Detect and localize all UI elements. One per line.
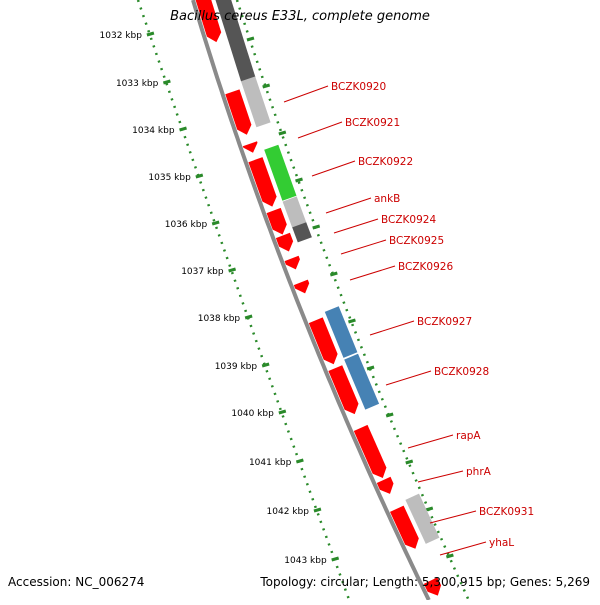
ruler-tick — [228, 267, 237, 273]
gene-label-leader — [385, 370, 432, 386]
ruler-label: 1032 kbp — [100, 31, 143, 41]
ruler-tick — [261, 362, 270, 368]
outer-ruler-tick — [262, 83, 271, 89]
gene-label: BCZK0931 — [479, 506, 534, 518]
outer-ruler-tick — [425, 506, 434, 512]
ruler-tick — [331, 556, 340, 562]
cds-feature — [275, 232, 294, 252]
gene-feature — [324, 306, 358, 358]
gene-feature — [405, 493, 440, 544]
ruler-tick — [146, 31, 155, 37]
ruler-tick — [162, 79, 171, 85]
cds-feature — [248, 157, 277, 207]
cds-feature — [293, 279, 310, 294]
ruler-label: 1036 kbp — [165, 220, 208, 230]
outer-ruler-tick — [366, 365, 375, 371]
gene-label-leader — [349, 265, 396, 281]
backbone-line — [191, 0, 431, 601]
cds-feature — [242, 141, 258, 153]
cds-feature — [266, 207, 287, 235]
ruler-scale-line — [136, 0, 351, 601]
gene-feature — [344, 353, 380, 410]
cds-feature — [390, 505, 419, 549]
outer-ruler-tick — [295, 177, 303, 183]
ruler-label: 1035 kbp — [148, 173, 191, 183]
outer-ruler-tick — [445, 553, 454, 559]
gene-label: BCZK0928 — [434, 366, 489, 378]
outer-ruler-tick — [385, 412, 394, 418]
ruler-tick — [179, 126, 187, 132]
ruler-label: 1039 kbp — [215, 362, 258, 372]
ruler-tick — [195, 173, 204, 179]
gene-label-leader — [439, 541, 487, 556]
gene-label: ankB — [374, 193, 400, 205]
ruler-label: 1033 kbp — [116, 79, 159, 89]
gene-label: BCZK0924 — [381, 214, 436, 226]
cds-feature — [308, 317, 338, 365]
accession-label: Accession: NC_006274 — [8, 575, 145, 589]
gene-label-leader — [340, 239, 387, 255]
gene-label-leader — [429, 510, 477, 524]
ruler-tick — [244, 314, 253, 320]
gene-label: rapA — [456, 430, 481, 442]
gene-feature — [292, 222, 312, 243]
gene-feature — [264, 144, 297, 201]
gene-label-leader — [311, 160, 356, 177]
gene-label-leader — [283, 85, 329, 103]
ruler-label: 1041 kbp — [249, 458, 292, 468]
outer-ruler-tick — [329, 271, 338, 277]
gene-label-leader — [333, 218, 379, 234]
gene-label: BCZK0922 — [358, 156, 413, 168]
ruler-tick — [278, 409, 287, 415]
gene-label: BCZK0926 — [398, 261, 453, 273]
outer-ruler-tick — [348, 318, 356, 324]
ruler-tick — [313, 507, 322, 513]
ruler-label: 1038 kbp — [198, 314, 241, 324]
gene-label-leader — [407, 434, 454, 449]
gene-label: BCZK0921 — [345, 117, 400, 129]
ruler-label: 1043 kbp — [284, 556, 327, 566]
cds-feature — [195, 0, 222, 43]
ruler-label: 1034 kbp — [132, 126, 175, 136]
map-title: Bacillus cereus E33L, complete genome — [170, 9, 430, 24]
gene-label: BCZK0925 — [389, 235, 444, 247]
ruler-tick — [295, 458, 304, 464]
gene-label-leader — [297, 121, 343, 139]
gene-label-leader — [369, 320, 415, 336]
cds-feature — [284, 255, 300, 270]
cds-feature — [353, 424, 387, 478]
genome-summary: Topology: circular; Length: 5,300,915 bp… — [260, 575, 590, 589]
gene-label-leader — [325, 197, 372, 214]
gene-label: phrA — [466, 466, 492, 478]
ruler-label: 1037 kbp — [181, 267, 224, 277]
outer-ruler-tick — [312, 224, 321, 230]
outer-ruler-tick — [405, 459, 414, 465]
cds-feature — [423, 577, 442, 596]
gene-label-leader — [417, 470, 464, 483]
cds-feature — [328, 365, 359, 415]
cds-feature — [225, 89, 252, 135]
gene-feature — [282, 196, 307, 228]
outer-ruler-line — [235, 0, 470, 601]
gene-feature — [241, 76, 271, 128]
gene-label: BCZK0927 — [417, 316, 472, 328]
ruler-label: 1042 kbp — [267, 507, 310, 517]
gene-feature — [215, 0, 256, 82]
gene-label: yhaL — [489, 537, 514, 549]
cds-feature — [376, 476, 394, 494]
outer-ruler-tick — [278, 130, 287, 136]
outer-ruler-tick — [246, 36, 255, 42]
ruler-label: 1040 kbp — [231, 409, 274, 419]
ruler-tick — [211, 220, 220, 226]
gene-label: BCZK0920 — [331, 81, 386, 93]
